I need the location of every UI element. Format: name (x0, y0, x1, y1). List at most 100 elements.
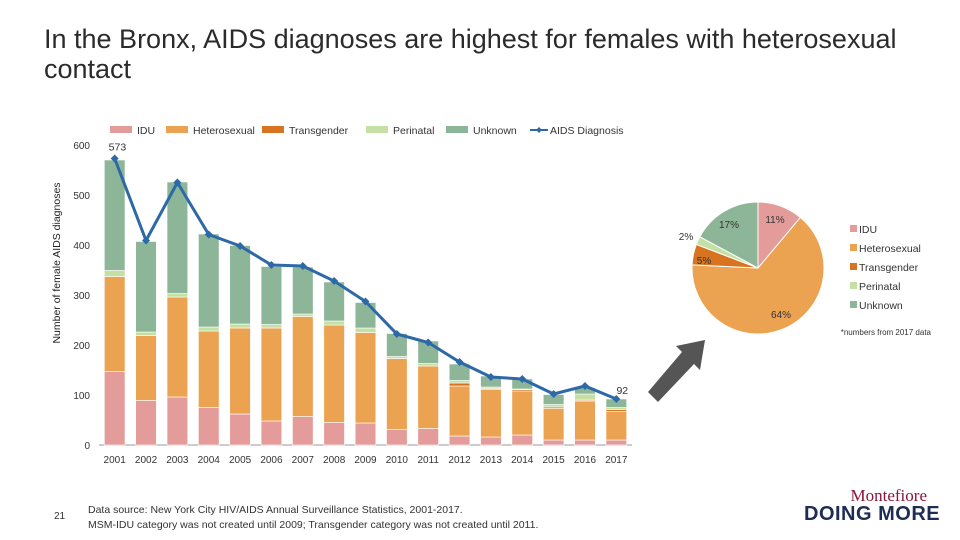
bar-segment-idu (229, 413, 251, 446)
montefiore-logo: Montefiore DOING MORE (800, 486, 945, 526)
pie-legend-label: Unknown (859, 300, 903, 312)
legend-label: Transgender (289, 125, 349, 137)
bar-segment-unknown (260, 266, 283, 325)
bar-segment-heterosexual (605, 411, 627, 441)
line-point (298, 262, 307, 270)
x-tick-label: 2002 (135, 455, 158, 466)
line-point (392, 330, 401, 338)
legend-label: Perinatal (393, 125, 434, 137)
legend-label: Heterosexual (193, 125, 255, 137)
pie-legend: IDU Heterosexual Transgender Perinatal Unkno… (850, 224, 921, 312)
bar-segment-perinatal (448, 380, 471, 384)
bar-segment-heterosexual (354, 332, 377, 424)
line-point (549, 390, 558, 398)
bar-segment-idu (480, 436, 502, 446)
pie-slice-heterosexual (691, 216, 825, 335)
pie-value-label: 2% (679, 232, 694, 243)
data-source-note: Data source: New York City HIV/AIDS Annu… (88, 503, 538, 533)
pie-legend-label: IDU (859, 224, 877, 236)
legend-swatch (366, 126, 388, 133)
bar-segment-unknown (135, 241, 157, 333)
x-tick-label: 2005 (229, 455, 252, 466)
aids-diagnosis-line (110, 154, 621, 403)
bar-segment-heterosexual (104, 276, 126, 372)
line-point (424, 338, 433, 347)
y-axis-label: Number of female AIDS diagnoses (51, 182, 63, 343)
pie-legend-swatch (850, 282, 857, 289)
x-tick-label: 2012 (448, 455, 471, 466)
bar-segment-perinatal (417, 363, 439, 367)
x-tick-label: 2010 (386, 455, 409, 466)
bar-segment-idu (198, 407, 220, 446)
bar-segment-idu (386, 429, 408, 446)
chart-legend: IDU Heterosexual Transgender Perinatal Unkno… (110, 125, 624, 137)
pie-legend-label: Transgender (859, 262, 919, 274)
bar-segment-heterosexual (417, 365, 439, 429)
bar-segment-idu (135, 400, 157, 446)
legend-marker-icon (536, 127, 542, 133)
source-line-2: MSM-IDU category was not created until 2… (88, 519, 539, 531)
x-tick-label: 2016 (574, 455, 597, 466)
pie-chart: 11% 64% 5% 2% 17% IDU Heterosexual Transgender… (679, 201, 932, 337)
arrow-icon (648, 340, 705, 402)
bar-segment-idu (417, 428, 439, 446)
pie-legend-swatch (850, 225, 857, 232)
line-point (330, 277, 339, 285)
x-tick-label: 2009 (354, 455, 377, 466)
x-tick-label: 2008 (323, 455, 346, 466)
legend-label: Unknown (473, 125, 517, 137)
line-point (580, 382, 589, 390)
x-tick-label: 2003 (166, 455, 189, 466)
pie-value-label: 17% (719, 220, 739, 231)
bar-segment-heterosexual (135, 335, 157, 401)
bar-segment-heterosexual (574, 400, 596, 441)
bar-segment-heterosexual (292, 316, 314, 417)
bar-segment-heterosexual (448, 385, 471, 437)
pie-value-label: 64% (771, 310, 791, 321)
x-axis: 2001 2002 2003 2004 2005 2006 2007 2008 2009 2010… (104, 455, 628, 466)
slide-title: In the Bronx, AIDS diagnoses are highest… (44, 24, 897, 84)
bar-segment-unknown (354, 302, 377, 329)
bars (104, 159, 627, 446)
bar-segment-idu (104, 371, 126, 446)
line-point (142, 236, 151, 245)
bar-segment-idu (448, 435, 471, 446)
legend-label: IDU (137, 125, 155, 137)
stacked-bar-chart: 0 100 200 300 400 500 600 Number of female AID… (51, 125, 632, 466)
data-label: 573 (109, 142, 127, 154)
bar-segment-perinatal (292, 313, 314, 317)
line-point (204, 230, 213, 239)
y-tick-label: 200 (73, 341, 90, 352)
bar-segment-idu (166, 396, 189, 446)
line-point (518, 375, 527, 383)
pie-labels: 11% 64% 5% 2% 17% (679, 215, 791, 321)
legend-swatch (262, 126, 284, 133)
bar-segment-heterosexual (386, 358, 408, 430)
bar-segment-perinatal (574, 393, 596, 401)
bar-segment-transgender (448, 382, 471, 387)
bar-segment-idu (292, 416, 314, 446)
bar-segment-unknown (198, 233, 220, 328)
y-tick-label: 600 (73, 141, 90, 152)
bar-segment-heterosexual (480, 389, 502, 438)
x-tick-label: 2011 (417, 455, 439, 466)
pie-note: *numbers from 2017 data (841, 328, 932, 337)
line-point (612, 395, 621, 403)
bar-segment-heterosexual (229, 327, 251, 415)
line-point (486, 373, 495, 381)
pie-legend-label: Heterosexual (859, 243, 921, 255)
bar-segment-heterosexual (323, 324, 345, 423)
bar-segment-perinatal (198, 326, 220, 332)
bar-segment-heterosexual (166, 296, 189, 398)
bar-segment-unknown (292, 266, 314, 315)
logo-text-bottom: DOING MORE (804, 503, 941, 525)
y-tick-label: 300 (73, 291, 90, 302)
bar-segment-perinatal (229, 323, 251, 329)
line-point (236, 242, 245, 250)
x-tick-label: 2007 (292, 455, 315, 466)
pie-slices (691, 201, 825, 335)
x-tick-label: 2015 (542, 455, 565, 466)
bar-segment-idu (260, 420, 283, 446)
bar-segment-perinatal (104, 270, 126, 277)
bar-segment-idu (354, 422, 377, 446)
